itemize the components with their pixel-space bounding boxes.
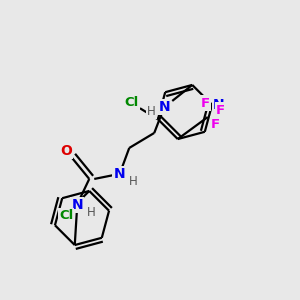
Text: N: N — [213, 98, 225, 112]
Text: F: F — [211, 118, 220, 130]
Text: N: N — [158, 100, 170, 114]
Text: Cl: Cl — [59, 209, 74, 223]
Text: F: F — [216, 103, 225, 116]
Text: H: H — [129, 176, 138, 188]
Text: N: N — [113, 167, 125, 181]
Text: O: O — [60, 144, 72, 158]
Text: Cl: Cl — [125, 96, 139, 109]
Text: H: H — [87, 206, 96, 220]
Text: F: F — [201, 97, 210, 110]
Text: N: N — [71, 198, 83, 212]
Text: H: H — [147, 106, 156, 118]
